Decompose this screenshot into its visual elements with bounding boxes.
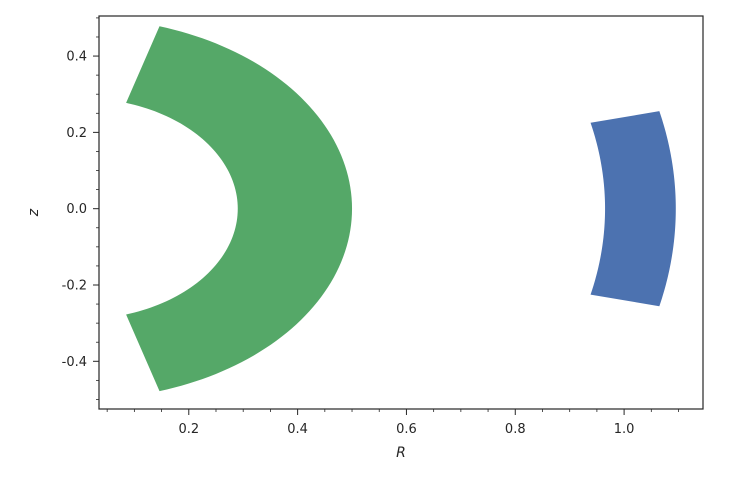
x-axis-label: R <box>396 445 406 461</box>
y-axis-label: z <box>26 208 42 217</box>
y-tick-label: 0.0 <box>66 202 87 217</box>
x-axis-ticks: 0.2 0.4 0.6 0.8 1.0 <box>106 409 679 437</box>
y-tick-label: -0.4 <box>62 355 87 370</box>
y-tick-label: 0.4 <box>66 50 87 65</box>
x-tick-label: 0.2 <box>178 422 199 437</box>
y-axis-ticks: 0.4 0.2 0.0 -0.2 -0.4 <box>62 17 99 400</box>
y-tick-label: 0.2 <box>66 126 87 141</box>
x-tick-label: 0.8 <box>505 422 526 437</box>
y-tick-label: -0.2 <box>62 278 87 293</box>
x-tick-label: 1.0 <box>614 422 635 437</box>
region-1 <box>126 26 353 392</box>
x-tick-label: 0.6 <box>396 422 417 437</box>
chart-regions <box>126 26 676 392</box>
region-2 <box>590 111 676 307</box>
x-tick-label: 0.4 <box>287 422 308 437</box>
plot-frame <box>98 15 704 410</box>
